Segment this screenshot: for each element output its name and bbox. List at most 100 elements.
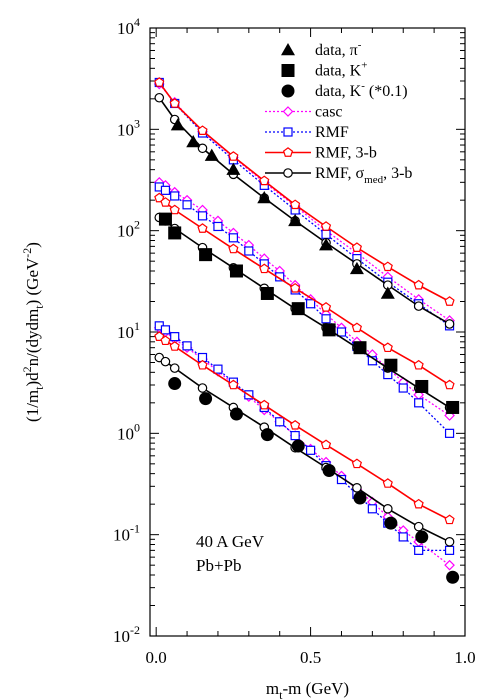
x-tick-label: 1.0 [454,648,475,667]
data-point [199,392,213,406]
data-point [160,325,171,335]
data-point [320,221,332,231]
data-point [228,151,239,161]
data-point [197,383,208,393]
series-data_kminus [168,377,460,584]
data-point [444,514,455,525]
legend-label: RMF, 3-b [315,145,377,162]
data-point [351,458,362,469]
data-point [169,341,180,351]
data-point [305,299,316,309]
data-point [444,545,455,555]
data-point [367,504,377,514]
data-point [353,491,367,505]
legend-marker [282,147,294,157]
data-point [288,213,303,227]
plot-area [153,77,460,584]
series-data_kplus [158,212,460,414]
data-point [414,398,424,408]
y-axis-label: (1/mt)d2n/(dydmt) (GeV-2) [20,242,46,422]
legend-label: RMF, σmed, 3-b [315,165,412,186]
data-point [197,223,208,233]
legend-entry-data_kminus: data, K- (*0.1) [281,80,408,100]
data-point [259,175,270,186]
data-point [169,204,180,215]
series-rmf3b [154,77,455,306]
y-tick-label: 10-2 [113,623,140,646]
legend-entry-casc: casc [265,104,343,121]
series-casc [153,78,455,326]
data-point [160,197,171,207]
data-point [228,379,239,390]
legend-entry-data_kplus: data, K+ [281,60,367,80]
data-point [199,248,213,262]
x-tick-label: 0.5 [300,648,321,667]
data-point [413,498,424,509]
data-point [228,243,239,254]
data-point [398,532,408,542]
series-rmf [154,321,455,555]
data-point [322,323,336,337]
legend-marker [282,106,294,117]
data-point [352,483,362,493]
data-point [351,322,362,333]
data-point [413,301,424,311]
data-point [154,77,165,87]
legend-marker [283,127,293,137]
data-point [154,331,165,341]
y-tick-label: 101 [117,319,140,342]
data-point [336,327,347,337]
data-point [398,383,408,393]
series-line [158,83,450,321]
data-point [275,417,285,427]
data-point [444,428,455,438]
data-point [259,263,270,274]
legend-label: data, K- (*0.1) [315,80,408,100]
data-point [160,356,171,367]
legend-marker [281,84,295,98]
data-point [319,238,334,251]
series-rmf3b [154,331,455,525]
data-point [154,92,165,103]
data-point [260,286,274,300]
data-point [186,134,201,148]
legend-label: RMF [315,124,349,141]
axes: 10-2 10-1 100 101 102 103 104 0.0 0.5 1.0 [113,15,476,667]
legend: data, π-data, K+data, K- (*0.1) casc RMF RM… [265,39,412,186]
data-point [384,516,398,530]
series-line [158,82,450,327]
data-point [413,359,424,370]
data-point [168,226,182,240]
data-point [320,302,332,312]
legend-entry-rmf3b: RMF, 3-b [265,145,377,162]
legend-entry-rmf: RMF [265,124,349,141]
data-point [321,314,331,324]
data-point [415,530,429,544]
data-point [182,341,192,351]
y-tick-label: 103 [117,116,140,139]
data-point [349,261,364,275]
data-point [290,199,301,210]
data-point [290,430,300,441]
data-point [446,570,460,584]
data-point [170,332,180,342]
data-point [259,399,270,410]
y-tick-label: 100 [117,420,140,443]
data-point [382,261,393,272]
data-point [229,407,243,421]
data-point [414,545,424,555]
data-point [204,148,219,161]
data-point [444,319,455,329]
data-point [197,143,208,154]
x-axis-label: mt-m (GeV) [266,679,349,700]
data-point [380,286,395,299]
data-point [444,537,455,547]
legend-label: data, π- [315,39,362,59]
legend-label: casc [315,104,343,121]
legend-marker [281,64,295,77]
data-point [413,521,424,532]
y-tick-label: 10-1 [113,522,140,545]
data-point [322,463,336,477]
data-point [170,118,185,131]
